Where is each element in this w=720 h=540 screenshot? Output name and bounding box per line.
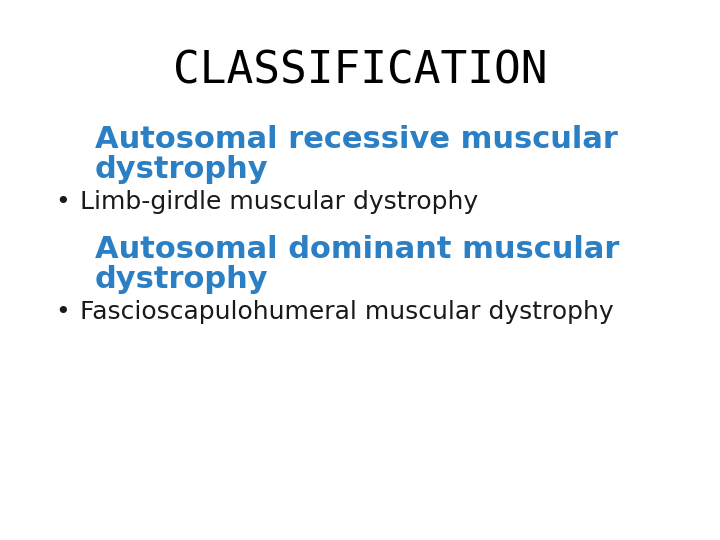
Text: Limb-girdle muscular dystrophy: Limb-girdle muscular dystrophy [80,190,478,214]
Text: dystrophy: dystrophy [95,155,269,184]
Text: Fascioscapulohumeral muscular dystrophy: Fascioscapulohumeral muscular dystrophy [80,300,613,324]
Text: CLASSIFICATION: CLASSIFICATION [173,50,547,93]
Text: •: • [55,300,70,324]
Text: Autosomal recessive muscular: Autosomal recessive muscular [95,125,618,154]
Text: Autosomal dominant muscular: Autosomal dominant muscular [95,235,619,264]
Text: •: • [55,190,70,214]
Text: dystrophy: dystrophy [95,265,269,294]
